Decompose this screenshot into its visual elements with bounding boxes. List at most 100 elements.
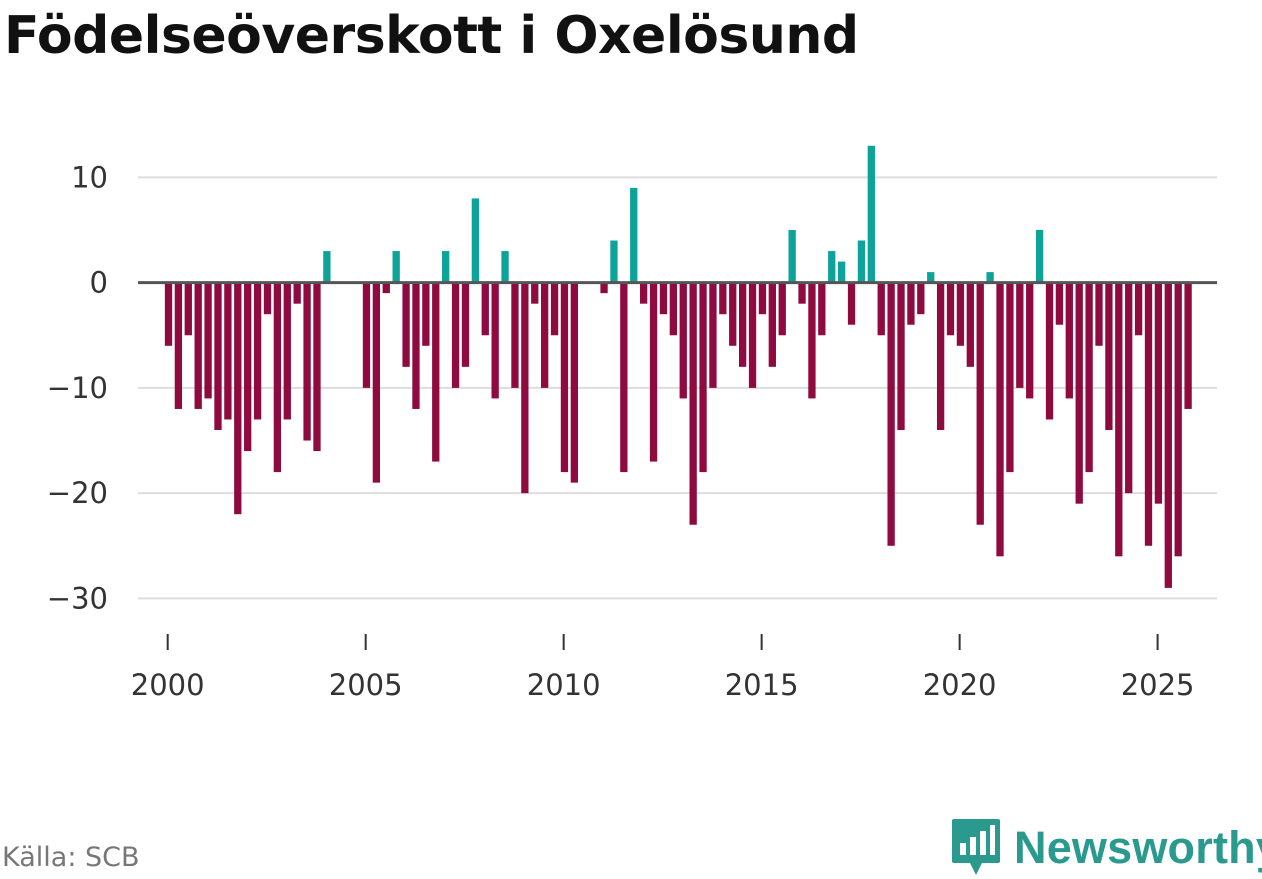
bar [521, 282, 529, 494]
brand-name: Newsworthy [1014, 822, 1262, 873]
bar [372, 282, 381, 483]
bar [620, 282, 628, 473]
bar [471, 198, 480, 283]
bar [1045, 282, 1054, 420]
bar [630, 187, 638, 283]
bar [600, 282, 608, 294]
x-tick-label: 2000 [131, 668, 205, 702]
bar [184, 282, 192, 336]
bar [867, 145, 875, 283]
bar [828, 251, 836, 283]
bar [748, 282, 757, 388]
bar [956, 282, 965, 346]
source-note: Källa: SCB [2, 842, 140, 873]
bar [1065, 282, 1073, 399]
bar [798, 282, 806, 304]
bar [1055, 282, 1064, 325]
x-axis: 2000 2005 2010 2015 2020 2025 [131, 634, 1195, 702]
bar [283, 282, 291, 420]
bar [689, 282, 697, 525]
bar [273, 282, 282, 473]
bar [481, 282, 489, 336]
bar [442, 251, 450, 283]
bar [362, 282, 371, 388]
bar [679, 282, 687, 399]
bar [1095, 282, 1103, 346]
bar [768, 282, 776, 367]
bar [1125, 282, 1133, 494]
bar [451, 282, 460, 388]
bar [1154, 282, 1163, 504]
bar [818, 282, 826, 336]
bar [511, 282, 519, 388]
bar [729, 282, 737, 346]
bar [758, 282, 767, 315]
x-tick-label: 2020 [923, 668, 997, 702]
grid-lines [138, 176, 1217, 600]
bar [402, 282, 410, 367]
bar [659, 282, 668, 315]
bar [917, 282, 925, 315]
bar [174, 282, 183, 409]
bar [392, 251, 400, 283]
bar [560, 282, 569, 473]
bar [1134, 282, 1143, 336]
y-tick-label: −30 [47, 581, 108, 615]
bar [531, 282, 539, 304]
bar [837, 261, 846, 283]
bar [709, 282, 717, 388]
bar [1174, 282, 1182, 557]
bar [1075, 282, 1083, 504]
bar [610, 240, 618, 283]
bar [966, 282, 974, 367]
bar [244, 282, 252, 452]
y-tick-label: −20 [47, 476, 108, 510]
bar [1006, 282, 1014, 473]
x-tick-label: 2015 [725, 668, 799, 702]
bar [1105, 282, 1113, 430]
bar [164, 282, 173, 346]
bar [907, 282, 915, 325]
bar [1144, 282, 1153, 546]
bar [946, 282, 955, 336]
bar [1184, 282, 1192, 409]
bar [541, 282, 549, 388]
bar [996, 282, 1004, 557]
y-tick-label: 10 [71, 160, 108, 194]
bar [719, 282, 727, 315]
x-tick-label: 2005 [329, 668, 403, 702]
bar [986, 272, 994, 283]
bar [293, 282, 301, 304]
bar [857, 240, 866, 283]
bar [639, 282, 648, 304]
bar [887, 282, 895, 546]
newsworthy-logo-icon [952, 819, 1000, 875]
bar [501, 251, 509, 283]
bar [224, 282, 232, 420]
bar [253, 282, 262, 420]
bar [491, 282, 499, 399]
bar [432, 282, 440, 462]
bar [1115, 282, 1123, 557]
bar [808, 282, 816, 399]
bar [976, 282, 984, 525]
bar [927, 272, 935, 283]
x-tick-label: 2010 [527, 668, 601, 702]
bar [699, 282, 707, 473]
bar [313, 282, 321, 452]
bar [303, 282, 311, 441]
x-tick-label: 2025 [1121, 668, 1195, 702]
bar [649, 282, 658, 462]
bar [234, 282, 242, 515]
bar [738, 282, 747, 367]
bar [1035, 230, 1044, 283]
bar [263, 282, 272, 315]
bar [897, 282, 905, 430]
bars [164, 145, 1192, 588]
bar [412, 282, 420, 409]
bar [194, 282, 202, 409]
bar [323, 251, 331, 283]
bar [461, 282, 470, 367]
bar [214, 282, 222, 430]
